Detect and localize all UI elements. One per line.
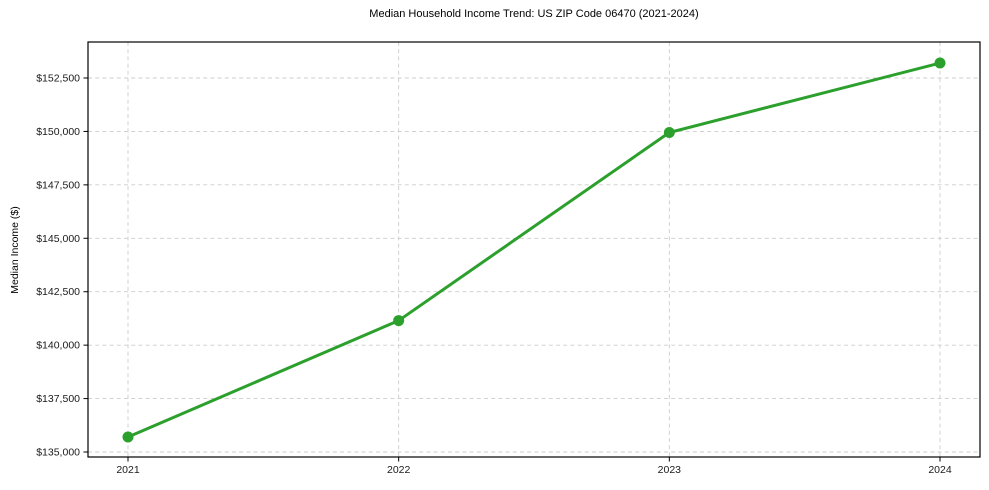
x-tick-label: 2022: [387, 464, 411, 476]
y-tick-label: $150,000: [36, 126, 80, 138]
chart-title: Median Household Income Trend: US ZIP Co…: [369, 8, 699, 20]
y-tick-label: $135,000: [36, 447, 80, 459]
data-point-2022: [393, 315, 405, 327]
y-tick-label: $147,500: [36, 179, 80, 191]
x-tick-label: 2023: [658, 464, 682, 476]
data-point-2024: [934, 57, 946, 69]
data-point-2023: [663, 126, 675, 138]
x-tick-label: 2024: [928, 464, 952, 476]
y-tick-label: $137,500: [36, 393, 80, 405]
trend-line: [126, 61, 942, 439]
y-tick-label: $152,500: [36, 73, 80, 85]
x-tick-label: 2021: [116, 464, 140, 476]
y-tick-label: $142,500: [36, 286, 80, 298]
plot-border: [87, 41, 981, 458]
y-tick-label: $145,000: [36, 233, 80, 245]
data-point-2021: [122, 431, 134, 443]
y-tick-label: $140,000: [36, 340, 80, 352]
